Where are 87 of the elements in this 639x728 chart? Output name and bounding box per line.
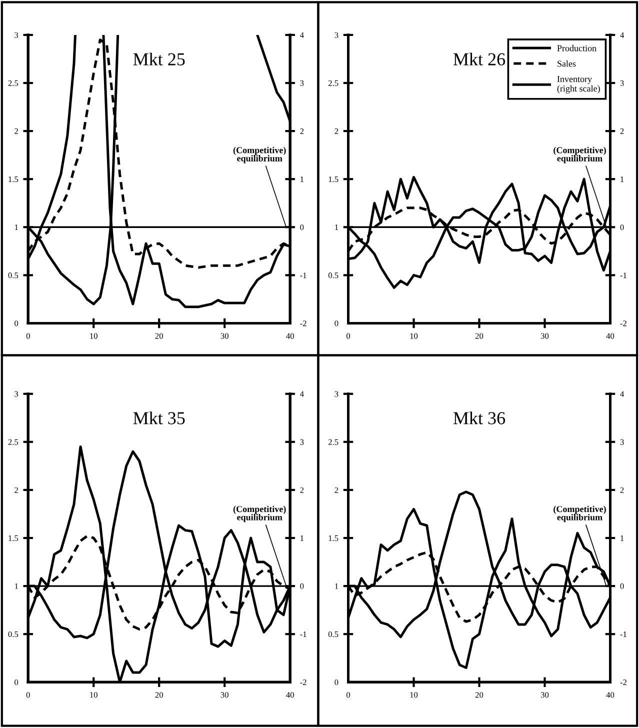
y-tick-label: 0 (334, 679, 338, 686)
x-tick-label: 20 (475, 692, 484, 698)
y2-tick-label: 4 (620, 32, 624, 38)
y2-tick-label: -1 (300, 631, 306, 637)
y-tick-label: 2 (14, 487, 18, 493)
y-tick-label: 1.5 (328, 535, 338, 541)
y2-tick-label: 0 (300, 224, 304, 230)
text: Mkt 26 (453, 52, 506, 66)
y2-tick-label: -2 (620, 320, 626, 326)
ref-line-label: (Competitive) equilibrium (233, 146, 286, 164)
x-tick-label: 20 (475, 333, 484, 339)
y2-tick-label: -2 (300, 680, 306, 686)
y-tick-label: 2 (334, 128, 338, 134)
y-tick-label: 1.5 (328, 176, 338, 182)
x-tick-label: 40 (606, 333, 614, 339)
y-tick-label: 3 (334, 32, 338, 38)
y-tick-label: 1 (14, 583, 18, 589)
y2-tick-label: 0 (300, 583, 304, 590)
y2-tick-label: 3 (620, 439, 624, 445)
y2-tick-label: 2 (620, 128, 624, 134)
x-tick-label: 0 (346, 692, 350, 698)
x-tick-label: 30 (220, 692, 228, 698)
y2-tick-label: -2 (300, 320, 306, 326)
x-tick-label: 40 (606, 692, 614, 698)
legend-label: Inventory (right scale) (557, 76, 600, 94)
y-tick-label: 0.5 (328, 631, 338, 638)
y-tick-label: 2.5 (328, 80, 338, 86)
x-tick-label: 20 (155, 692, 163, 698)
y2-tick-label: 3 (620, 80, 624, 86)
x-tick-label: 10 (410, 692, 418, 698)
y-tick-label: 0 (14, 320, 18, 326)
ref-line-label: (Competitive) equilibrium (233, 506, 286, 522)
y2-tick-label: 4 (620, 391, 624, 397)
ref-line-label: (Competitive) equilibrium (554, 506, 606, 522)
x-tick-label: 30 (220, 333, 228, 339)
y-tick-label: 2 (14, 128, 18, 134)
y2-tick-label: 1 (620, 176, 624, 182)
y-tick-label: 0.5 (328, 272, 338, 278)
y-tick-label: 2.5 (8, 439, 18, 445)
y-tick-label: 1 (14, 224, 18, 230)
y-tick-label: 1 (335, 224, 338, 230)
text: Mkt 35 (133, 412, 185, 424)
legend-label: Production (557, 44, 596, 52)
x-tick-label: 10 (410, 333, 418, 339)
x-tick-label: 10 (90, 333, 98, 339)
y-tick-label: 0 (14, 679, 18, 686)
x-tick-label: 20 (155, 333, 163, 339)
y2-tick-label: 0 (620, 224, 624, 230)
y-tick-label: 1.5 (8, 176, 18, 182)
y-tick-label: 2 (334, 487, 338, 493)
y2-tick-label: 4 (300, 391, 304, 397)
y-tick-label: 0.5 (8, 631, 18, 638)
text: Mkt 25 (133, 52, 185, 66)
y-tick-label: 2.5 (328, 439, 338, 445)
y2-tick-label: -1 (300, 272, 306, 278)
y2-tick-label: -1 (620, 272, 626, 278)
y2-tick-label: 1 (300, 535, 304, 541)
legend-label: Sales (558, 60, 576, 67)
y-tick-label: 1.5 (8, 535, 18, 541)
y2-tick-label: 4 (300, 32, 304, 38)
text: Mkt 36 (453, 412, 506, 424)
y2-tick-label: -2 (620, 680, 626, 686)
y2-tick-label: 2 (300, 487, 304, 493)
x-tick-label: 40 (286, 333, 294, 339)
y-tick-label: 1 (335, 583, 338, 589)
y2-tick-label: 1 (300, 176, 304, 182)
x-tick-label: 10 (90, 692, 98, 698)
y2-tick-label: 1 (620, 535, 624, 541)
y2-tick-label: -1 (620, 631, 626, 637)
x-tick-label: 0 (346, 333, 350, 339)
x-tick-label: 30 (540, 333, 549, 339)
x-tick-label: 40 (286, 692, 294, 698)
y-tick-label: 3 (14, 32, 18, 38)
y-tick-label: 0 (334, 320, 338, 326)
y2-tick-label: 3 (300, 439, 304, 445)
y2-tick-label: 2 (620, 487, 624, 493)
x-tick-label: 30 (540, 692, 549, 698)
y-tick-label: 3 (14, 391, 18, 397)
y2-tick-label: 2 (300, 128, 304, 134)
x-tick-label: 0 (26, 692, 30, 698)
ref-line-label: (Competitive) equilibrium (554, 146, 606, 164)
y-tick-label: 0.5 (8, 272, 18, 278)
x-tick-label: 0 (26, 333, 30, 339)
y2-tick-label: 0 (620, 583, 624, 590)
y2-tick-label: 3 (300, 80, 304, 86)
y-tick-label: 3 (334, 391, 338, 397)
y-tick-label: 2.5 (8, 80, 18, 86)
